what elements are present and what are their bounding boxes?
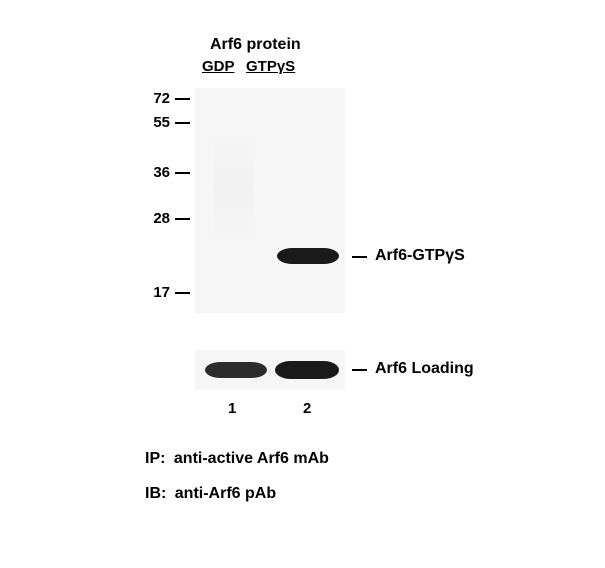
loading-blot	[195, 350, 345, 390]
mw-17: 17	[142, 284, 170, 301]
lane-number-2: 2	[303, 400, 311, 417]
main-blot	[195, 88, 345, 313]
mw-28: 28	[142, 210, 170, 227]
arf6-gtpys-label: Arf6-GTPγS	[375, 247, 465, 265]
ip-value: anti-active Arf6 mAb	[174, 450, 329, 467]
loading-band-2	[275, 361, 339, 379]
header-title: Arf6 protein	[210, 36, 301, 54]
mw-tick	[175, 172, 190, 174]
ip-label: IP: anti-active Arf6 mAb	[145, 450, 329, 468]
mw-tick	[175, 218, 190, 220]
faint-smear	[213, 128, 253, 248]
mw-tick	[175, 292, 190, 294]
figure-container: Arf6 protein GDP GTPγS 72 55 36 28 17 Ar…	[0, 0, 605, 568]
mw-36: 36	[142, 164, 170, 181]
mw-72: 72	[142, 90, 170, 107]
loading-indicator-line	[352, 369, 367, 371]
ib-prefix: IB:	[145, 485, 166, 502]
mw-55: 55	[142, 114, 170, 131]
loading-label: Arf6 Loading	[375, 360, 474, 378]
ib-label: IB: anti-Arf6 pAb	[145, 485, 276, 503]
lane1-label: GDP	[202, 58, 235, 75]
ib-value: anti-Arf6 pAb	[175, 485, 276, 502]
mw-tick	[175, 122, 190, 124]
band-indicator-line	[352, 256, 367, 258]
ip-prefix: IP:	[145, 450, 165, 467]
loading-band-1	[205, 362, 267, 378]
lane2-label: GTPγS	[246, 58, 295, 75]
lane-number-1: 1	[228, 400, 236, 417]
arf6-gtpys-band	[277, 248, 339, 264]
mw-tick	[175, 98, 190, 100]
